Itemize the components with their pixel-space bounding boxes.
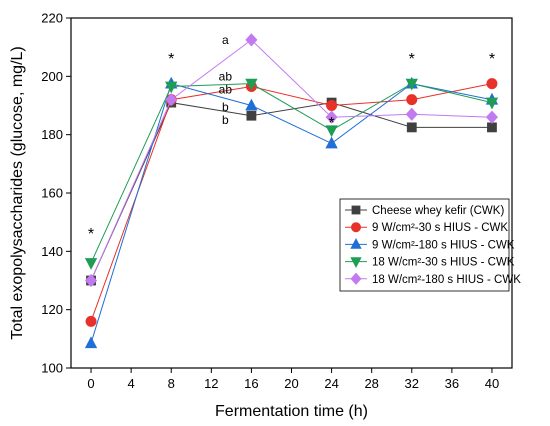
- y-tick-label: 120: [41, 302, 63, 317]
- legend-label: 18 W/cm²-180 s HIUS - CWK: [372, 274, 521, 286]
- data-point: [325, 110, 338, 124]
- legend-entry: 18 W/cm²-30 s HIUS - CWK: [345, 257, 515, 269]
- x-tick-label: 8: [168, 376, 175, 391]
- y-tick-label: 200: [41, 69, 63, 84]
- legend-marker: [351, 205, 361, 215]
- data-point: [84, 258, 98, 270]
- legend-label: Cheese whey kefir (CWK): [372, 205, 504, 217]
- significance-star: *: [409, 51, 415, 68]
- y-tick-label: 140: [41, 244, 63, 259]
- legend-marker: [350, 272, 362, 285]
- axis-ticks: 0 4 8 12 16 20 24 28 32 36 40 100 120 140 160 180 200 220: [41, 11, 499, 392]
- data-point: [485, 110, 498, 124]
- data-point: [245, 33, 258, 47]
- series-5: [85, 33, 498, 288]
- data-point: [405, 78, 418, 91]
- series-line: [90, 83, 493, 264]
- data-point: [325, 125, 338, 138]
- legend-label: 18 W/cm²-30 s HIUS - CWK: [372, 257, 515, 269]
- data-point: [84, 336, 98, 349]
- data-point: [406, 94, 418, 106]
- data-point: [245, 98, 258, 111]
- significance-star: *: [168, 51, 174, 68]
- data-point: [406, 122, 417, 133]
- y-tick-label: 160: [41, 186, 63, 201]
- x-tick-label: 24: [324, 376, 338, 391]
- data-point: [165, 81, 178, 94]
- x-tick-label: 32: [405, 376, 419, 391]
- significance-letter: ab: [219, 82, 233, 96]
- legend-entry: 18 W/cm²-180 s HIUS - CWK: [345, 272, 521, 286]
- legend-entry: 9 W/cm²-30 s HIUS - CWK: [345, 222, 508, 234]
- y-tick-label: 220: [41, 11, 63, 26]
- x-tick-label: 4: [128, 376, 135, 391]
- significance-letter: b: [222, 113, 229, 127]
- significance-letter: a: [222, 33, 229, 47]
- legend-entry: 9 W/cm²-180 s HIUS - CWK: [345, 238, 515, 251]
- data-point: [325, 136, 338, 149]
- legend: Cheese whey kefir (CWK) 9 W/cm²-30 s HIUS…: [339, 198, 521, 292]
- legend-marker: [350, 238, 362, 249]
- significance-star: *: [328, 115, 334, 132]
- x-tick-label: 36: [445, 376, 459, 391]
- legend-marker: [350, 222, 361, 233]
- significance-star: *: [88, 226, 94, 243]
- data-point: [85, 315, 97, 327]
- x-tick-label: 20: [284, 376, 298, 391]
- y-tick-label: 180: [41, 127, 63, 142]
- data-point: [165, 93, 178, 107]
- data-point: [85, 273, 98, 288]
- series-line: [90, 39, 493, 281]
- series-4: [84, 78, 499, 270]
- data-point: [405, 107, 418, 121]
- legend-marker: [350, 257, 362, 268]
- data-point: [487, 122, 497, 133]
- legend-entry: Cheese whey kefir (CWK): [345, 205, 504, 217]
- legend-label: 9 W/cm²-30 s HIUS - CWK: [372, 222, 508, 234]
- significance-letter: ab: [219, 69, 233, 83]
- x-tick-label: 40: [485, 376, 499, 391]
- significance-letter: b: [222, 100, 229, 114]
- legend-box: [339, 198, 510, 292]
- data-point: [326, 100, 338, 112]
- data-point: [246, 110, 257, 121]
- legend-label: 9 W/cm²-180 s HIUS - CWK: [372, 239, 515, 251]
- series-layer: [84, 33, 499, 349]
- y-axis-label: Total exopolysaccharides (glucose, mg/L): [9, 46, 26, 339]
- data-point: [486, 78, 498, 90]
- x-tick-label: 12: [204, 376, 218, 391]
- x-tick-label: 0: [87, 376, 94, 391]
- y-tick-label: 100: [41, 361, 63, 376]
- x-axis-label: Fermentation time (h): [215, 403, 368, 420]
- series-line: [90, 83, 493, 322]
- data-point: [485, 97, 499, 110]
- x-tick-label: 28: [364, 376, 378, 391]
- series-line: [90, 102, 492, 281]
- data-point: [245, 78, 258, 91]
- significance-star: *: [489, 51, 495, 68]
- x-tick-label: 16: [244, 376, 258, 391]
